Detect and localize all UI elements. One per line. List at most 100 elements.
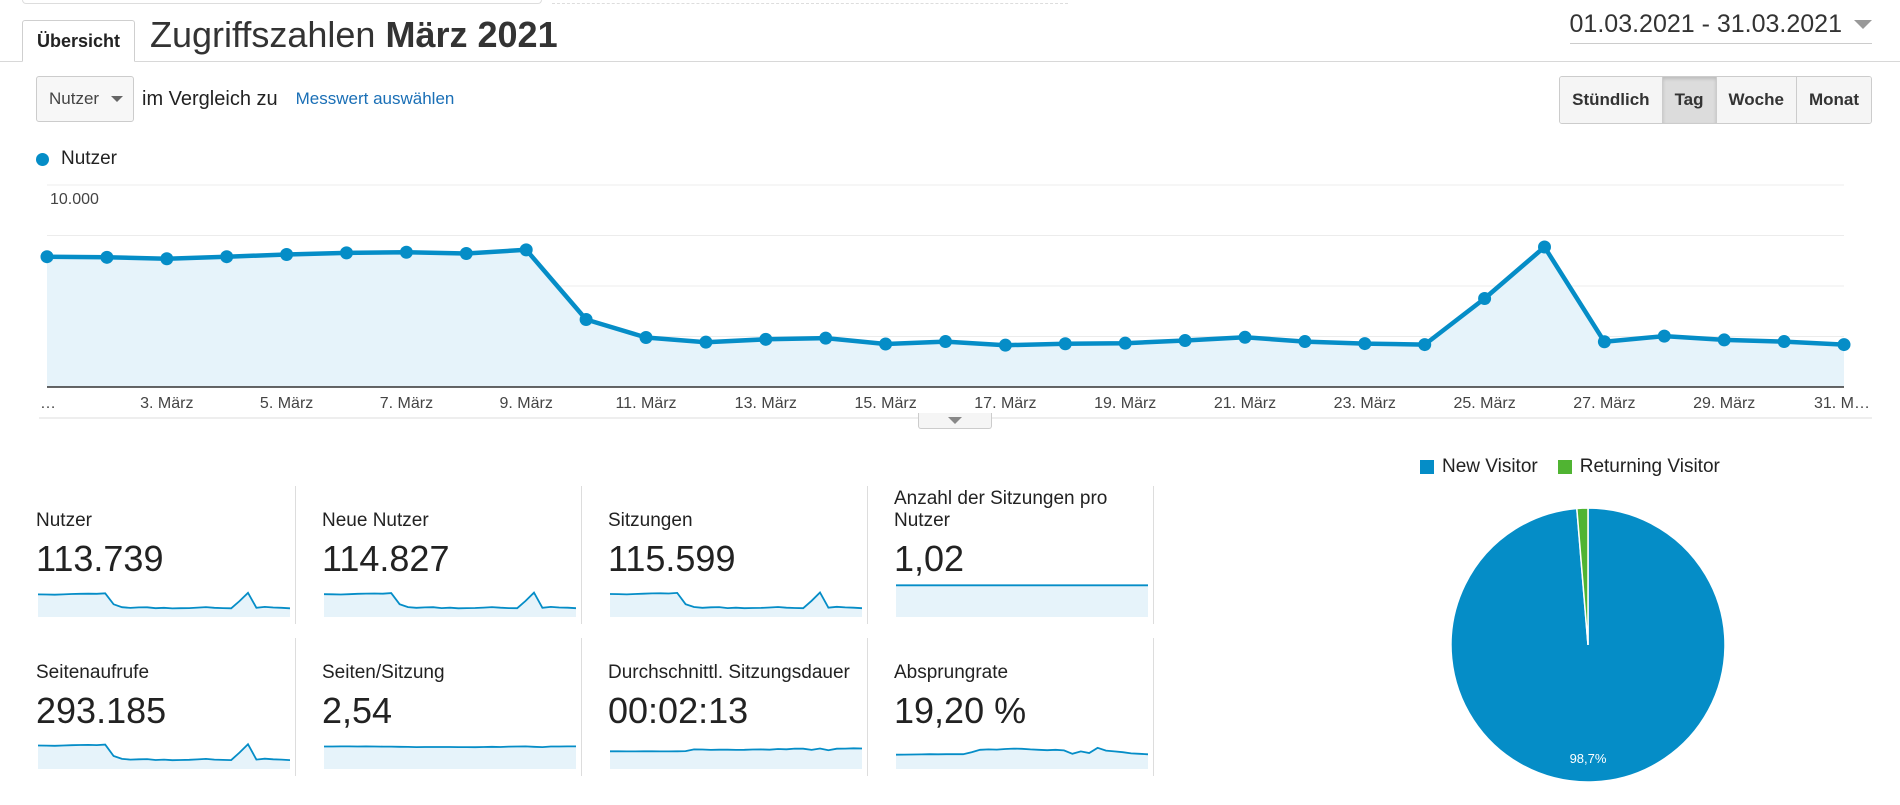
legend-swatch-icon xyxy=(1557,460,1572,474)
compare-label: im Vergleich zu xyxy=(142,87,278,110)
page-title-prefix: Zugriffszahlen xyxy=(150,14,376,55)
metric-divider xyxy=(581,638,582,776)
sparkline-area xyxy=(324,592,576,617)
metric-tile-sessions-per-user[interactable]: Anzahl der Sitzungen pro Nutzer 1,02 xyxy=(894,486,1154,624)
data-point[interactable] xyxy=(1298,335,1312,349)
metric-divider xyxy=(295,638,296,776)
x-tick-label: 31. M… xyxy=(1814,395,1870,412)
y-tick-label: 10.000 xyxy=(50,191,99,208)
chevron-down-icon xyxy=(948,417,962,424)
pie-legend-returning-label: Returning Visitor xyxy=(1579,456,1720,477)
pie-legend-returning: Returning Visitor xyxy=(1557,456,1720,478)
metric-divider xyxy=(1153,638,1154,776)
metric-select[interactable]: Nutzer xyxy=(36,76,134,122)
sparkline-area xyxy=(610,592,862,617)
data-point[interactable] xyxy=(939,335,952,349)
metric-label: Absprungrate xyxy=(894,662,1009,683)
data-point[interactable] xyxy=(1178,334,1192,348)
data-point[interactable] xyxy=(1238,330,1252,344)
pie-slice-returning-visitor[interactable] xyxy=(1576,507,1589,646)
sparkline-line xyxy=(896,746,1148,756)
data-point[interactable] xyxy=(1478,292,1492,306)
x-tick-label: 5. März xyxy=(260,395,313,412)
metric-divider xyxy=(867,486,868,624)
x-tick-label: … xyxy=(40,395,56,412)
data-point[interactable] xyxy=(579,313,593,327)
data-point[interactable] xyxy=(998,338,1012,352)
metric-tile-pageviews[interactable]: Seitenaufrufe 293.185 xyxy=(36,638,296,776)
data-point[interactable] xyxy=(40,250,54,264)
metric-value: 293.185 xyxy=(36,690,167,731)
data-point[interactable] xyxy=(160,252,174,266)
data-point[interactable] xyxy=(1837,338,1851,352)
sparkline-line xyxy=(38,591,290,610)
metric-value: 2,54 xyxy=(322,690,393,731)
metric-tile-new-users[interactable]: Neue Nutzer 114.827 xyxy=(322,486,582,624)
granularity-month-button[interactable]: Monat xyxy=(1795,77,1871,123)
data-point[interactable] xyxy=(220,250,234,264)
pie-legend-new: New Visitor xyxy=(1420,456,1538,478)
chevron-down-icon xyxy=(111,96,123,102)
sparkline-area xyxy=(38,592,290,617)
legend-dot-icon xyxy=(36,152,49,166)
select-metric-link[interactable]: Messwert auswählen xyxy=(295,89,455,108)
x-tick-label: 17. März xyxy=(974,395,1036,412)
data-point[interactable] xyxy=(1358,337,1372,351)
data-point[interactable] xyxy=(280,247,294,261)
granularity-hourly-button[interactable]: Stündlich xyxy=(1560,77,1662,123)
data-point[interactable] xyxy=(699,335,713,349)
data-point[interactable] xyxy=(1058,337,1072,351)
sparkline-line xyxy=(324,745,576,749)
granularity-day-button[interactable]: Tag xyxy=(1661,77,1716,123)
metric-label: Seitenaufrufe xyxy=(36,662,150,683)
metric-tile-avg-session-duration[interactable]: Durchschnittl. Sitzungsdauer 00:02:13 xyxy=(608,638,868,776)
metric-tile-bounce-rate[interactable]: Absprungrate 19,20 % xyxy=(894,638,1154,776)
sparkline-area xyxy=(38,744,290,769)
data-point[interactable] xyxy=(340,246,353,260)
sparkline-line xyxy=(38,742,290,762)
date-range-picker[interactable]: 01.03.2021 - 31.03.2021 xyxy=(1569,10,1872,44)
metric-tile-users[interactable]: Nutzer 113.739 xyxy=(36,486,296,624)
metric-label: Seiten/Sitzung xyxy=(322,662,445,683)
metric-value: 19,20 % xyxy=(894,690,1027,731)
x-tick-label: 25. März xyxy=(1453,395,1515,412)
data-point[interactable] xyxy=(1597,335,1611,349)
data-point[interactable] xyxy=(639,331,653,345)
top-ghost-line xyxy=(552,0,1068,4)
sparkline-line xyxy=(324,591,576,610)
data-point[interactable] xyxy=(459,246,473,260)
data-point[interactable] xyxy=(1717,333,1731,347)
data-point[interactable] xyxy=(1538,240,1551,254)
metric-value: 00:02:13 xyxy=(608,690,749,731)
x-tick-label: 21. März xyxy=(1214,395,1276,412)
x-tick-label: 3. März xyxy=(140,395,193,412)
granularity-week-button[interactable]: Woche xyxy=(1715,77,1796,123)
chart-collapse-handle[interactable] xyxy=(918,413,992,429)
metric-value: 1,02 xyxy=(894,538,965,579)
data-point[interactable] xyxy=(519,243,533,257)
data-point[interactable] xyxy=(1118,336,1132,350)
data-point[interactable] xyxy=(879,337,893,351)
report-header: Übersicht Zugriffszahlen März 2021 01.03… xyxy=(0,0,1900,62)
data-point[interactable] xyxy=(1657,329,1671,343)
chart-toolbar: Nutzer im Vergleich zu Messwert auswähle… xyxy=(36,76,454,122)
data-point[interactable] xyxy=(1777,335,1791,349)
metric-divider xyxy=(581,486,582,624)
data-point[interactable] xyxy=(100,250,114,264)
pie-legend-new-label: New Visitor xyxy=(1442,456,1538,477)
metric-tile-sessions[interactable]: Sitzungen 115.599 xyxy=(608,486,868,624)
metric-value: 115.599 xyxy=(608,538,736,579)
metric-select-value: Nutzer xyxy=(49,89,100,108)
data-point[interactable] xyxy=(1418,338,1432,352)
data-point[interactable] xyxy=(759,332,773,346)
metric-sparkline xyxy=(896,746,1148,769)
chevron-down-icon xyxy=(1854,20,1872,29)
data-point[interactable] xyxy=(819,331,833,345)
metric-tile-pages-per-session[interactable]: Seiten/Sitzung 2,54 xyxy=(322,638,582,776)
metric-divider xyxy=(1153,486,1154,624)
tab-overview[interactable]: Übersicht xyxy=(22,20,136,62)
sparkline-area xyxy=(896,585,1148,617)
x-tick-label: 11. März xyxy=(615,395,676,412)
data-point[interactable] xyxy=(399,245,413,259)
metric-sparkline xyxy=(38,742,290,769)
